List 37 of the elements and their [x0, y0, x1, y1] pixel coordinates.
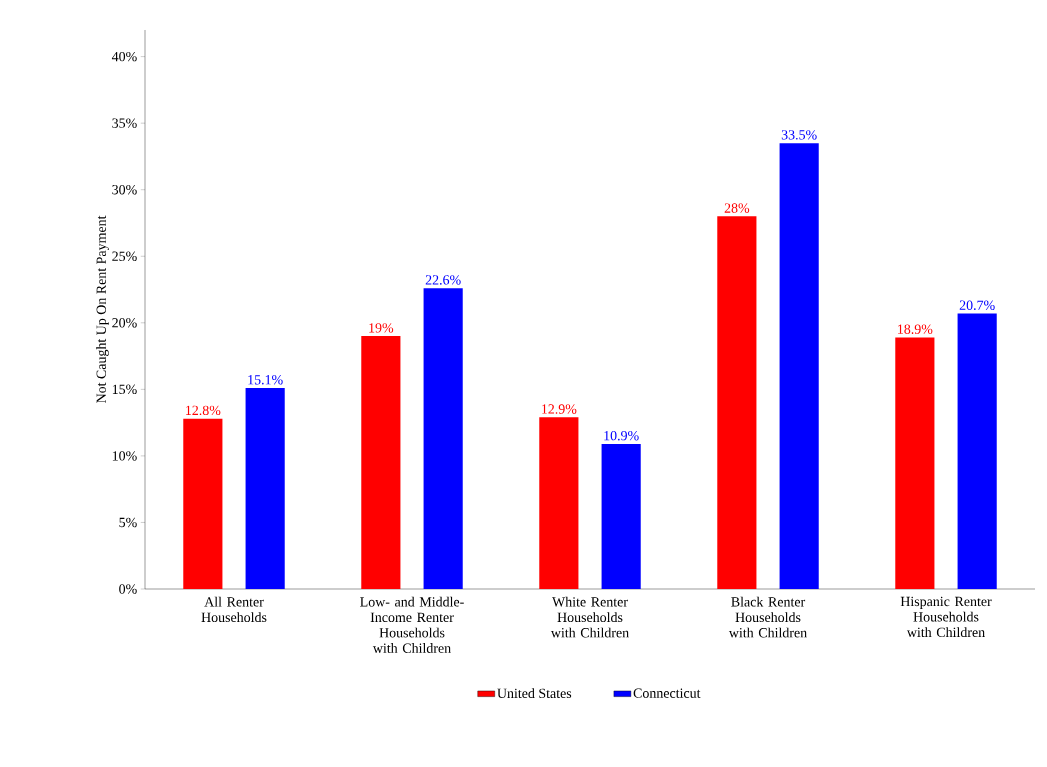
- y-tick-label: 5%: [119, 517, 137, 528]
- y-tick-label: 0%: [119, 584, 137, 594]
- bar: [895, 337, 935, 589]
- data-label: 10.9%: [604, 430, 639, 441]
- data-label: 12.8%: [186, 405, 221, 416]
- bar: [245, 388, 285, 589]
- bar: [779, 143, 819, 589]
- x-tick-label: Low- and Middle-Income Renter Households with Children: [360, 596, 464, 653]
- x-tick-label: Hispanic Renter Households with Children: [900, 596, 992, 638]
- data-label: 22.6%: [425, 275, 461, 285]
- data-label: 33.5%: [781, 130, 817, 140]
- legend-label: United States: [497, 688, 572, 699]
- x-tick-label: All Renter Households: [201, 596, 267, 623]
- y-tick-label: 30%: [112, 184, 137, 195]
- y-tick-label: 20%: [112, 318, 137, 328]
- bar: [361, 336, 401, 589]
- data-label: 12.9%: [542, 404, 577, 414]
- data-label: 18.9%: [898, 324, 933, 334]
- y-tick-label: 35%: [112, 118, 137, 128]
- x-tick-label: White Renter Households with Children: [550, 596, 629, 638]
- y-tick-label: 25%: [112, 251, 137, 261]
- x-tick-label: Black Renter Households with Children: [728, 596, 807, 638]
- y-tick-label: 40%: [111, 51, 137, 62]
- data-label: 19%: [369, 323, 394, 333]
- bar: [601, 443, 641, 589]
- data-label: 20.7%: [959, 300, 995, 310]
- data-label: 15.1%: [248, 375, 283, 385]
- y-axis-title: Not Caught Up On Rent Payment: [96, 215, 109, 404]
- bar: [423, 288, 463, 589]
- bar: [957, 313, 997, 589]
- bar: [183, 418, 223, 589]
- y-tick-label: 15%: [112, 384, 137, 395]
- data-label: 28%: [724, 203, 750, 213]
- y-tick-label: 10%: [112, 451, 137, 461]
- bar: [717, 216, 757, 589]
- bar: [539, 417, 579, 589]
- legend-label: Connecticut: [633, 688, 701, 698]
